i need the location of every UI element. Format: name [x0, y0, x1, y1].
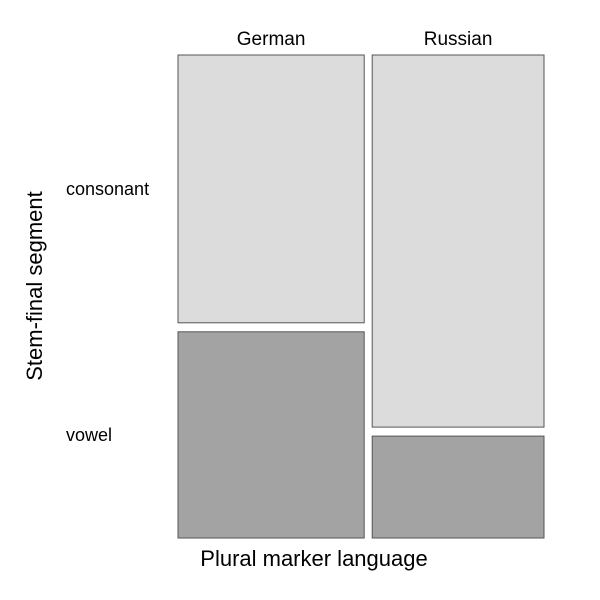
row-label-vowel: vowel [66, 425, 112, 445]
y-axis-title: Stem-final segment [22, 191, 47, 381]
mosaic-tiles [177, 54, 545, 539]
row-labels: consonant vowel [66, 179, 149, 445]
x-axis-title: Plural marker language [200, 546, 427, 571]
tile-german-vowel [177, 331, 365, 539]
row-label-consonant: consonant [66, 179, 149, 199]
column-label-russian: Russian [424, 29, 493, 50]
tile-russian-consonant [371, 54, 545, 428]
tile-german-consonant [177, 54, 365, 324]
column-label-german: German [237, 29, 306, 50]
column-labels: German Russian [237, 29, 493, 50]
tile-russian-vowel [371, 435, 545, 539]
